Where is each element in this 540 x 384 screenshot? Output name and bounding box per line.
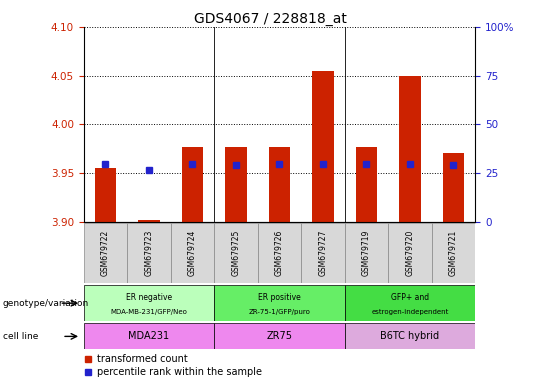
Text: ER positive: ER positive	[258, 293, 301, 302]
Bar	[171, 223, 214, 283]
Bar	[312, 71, 334, 222]
Text: ZR75: ZR75	[266, 331, 293, 341]
Bar	[214, 285, 345, 321]
Bar	[345, 323, 475, 349]
Text: percentile rank within the sample: percentile rank within the sample	[97, 367, 262, 377]
Bar	[399, 76, 421, 222]
Text: transformed count: transformed count	[97, 354, 188, 364]
Text: GSM679720: GSM679720	[406, 230, 415, 276]
Bar	[127, 223, 171, 283]
Text: GSM679727: GSM679727	[319, 230, 327, 276]
Bar	[301, 223, 345, 283]
Bar	[138, 220, 160, 222]
Text: B6TC hybrid: B6TC hybrid	[380, 331, 440, 341]
Text: GSM679723: GSM679723	[145, 230, 153, 276]
Bar	[181, 147, 204, 222]
Text: GSM679722: GSM679722	[101, 230, 110, 276]
Bar	[388, 223, 431, 283]
Text: ZR-75-1/GFP/puro: ZR-75-1/GFP/puro	[248, 309, 310, 315]
Text: GDS4067 / 228818_at: GDS4067 / 228818_at	[193, 12, 347, 25]
Bar	[431, 223, 475, 283]
Text: GSM679721: GSM679721	[449, 230, 458, 276]
Bar	[214, 223, 258, 283]
Text: GFP+ and: GFP+ and	[391, 293, 429, 302]
Bar	[355, 147, 377, 222]
Text: genotype/variation: genotype/variation	[3, 299, 89, 308]
Bar	[258, 223, 301, 283]
Text: GSM679726: GSM679726	[275, 230, 284, 276]
Text: cell line: cell line	[3, 332, 38, 341]
Bar	[345, 285, 475, 321]
Bar	[345, 223, 388, 283]
Bar	[268, 147, 291, 222]
Bar	[84, 323, 214, 349]
Bar	[94, 168, 116, 222]
Bar	[214, 323, 345, 349]
Bar	[443, 154, 464, 222]
Text: MDA-MB-231/GFP/Neo: MDA-MB-231/GFP/Neo	[111, 309, 187, 315]
Text: GSM679719: GSM679719	[362, 230, 371, 276]
Text: ER negative: ER negative	[126, 293, 172, 302]
Text: GSM679724: GSM679724	[188, 230, 197, 276]
Text: GSM679725: GSM679725	[232, 230, 240, 276]
Bar	[84, 285, 214, 321]
Bar	[84, 223, 127, 283]
Text: estrogen-independent: estrogen-independent	[372, 309, 449, 315]
Bar	[225, 147, 247, 222]
Text: MDA231: MDA231	[129, 331, 170, 341]
